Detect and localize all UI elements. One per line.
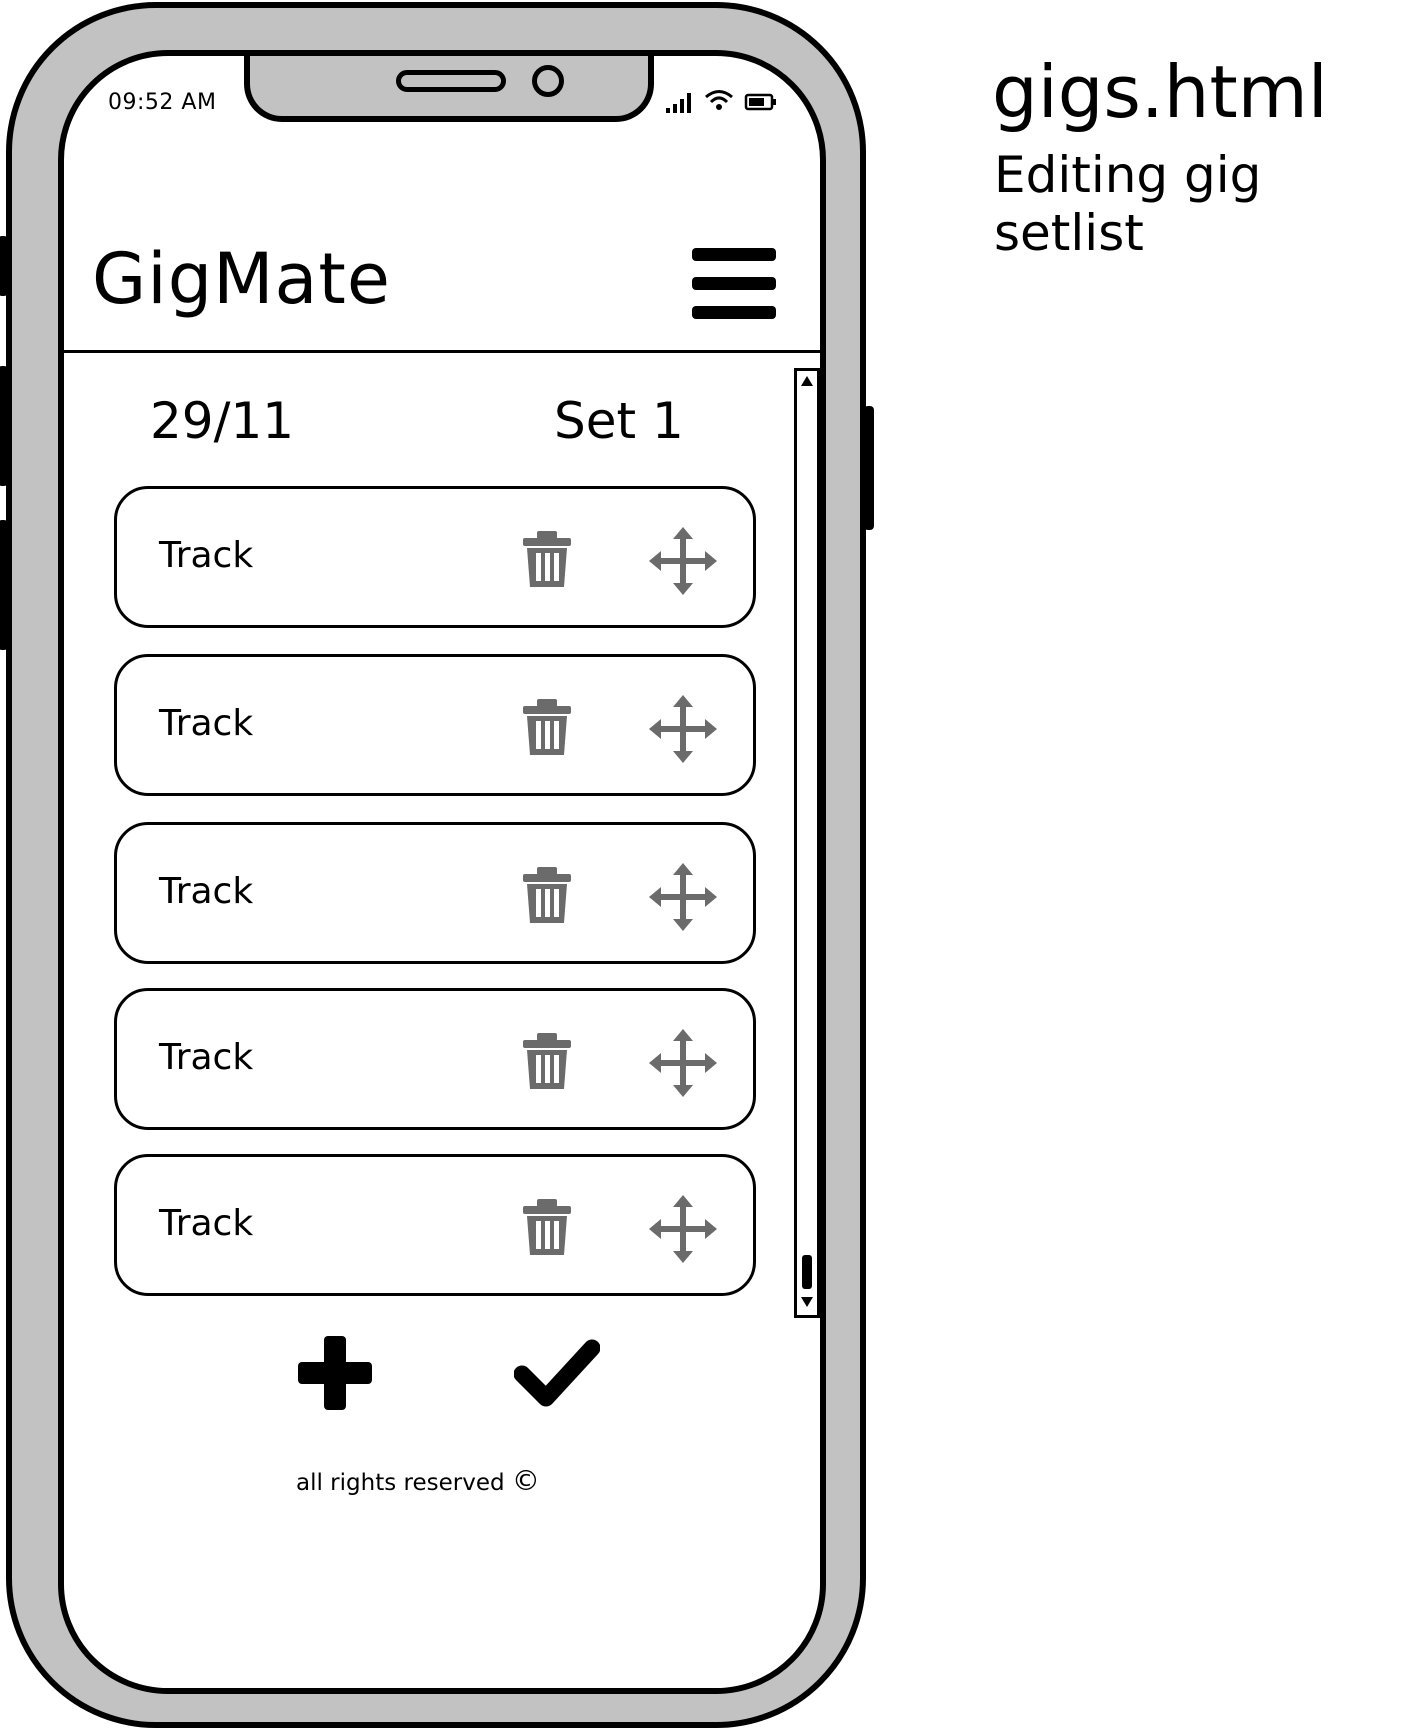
- hamburger-menu-icon[interactable]: [692, 248, 776, 320]
- track-card[interactable]: Track: [114, 988, 756, 1130]
- track-label: Track: [159, 1203, 254, 1244]
- track-label: Track: [159, 871, 254, 912]
- track-card[interactable]: Track: [114, 1154, 756, 1296]
- checkmark-icon[interactable]: [514, 1338, 600, 1408]
- move-icon[interactable]: [649, 527, 717, 595]
- gig-date: 29/11: [150, 392, 295, 450]
- move-icon[interactable]: [649, 863, 717, 931]
- phone-screen: 09:52 AM GigMate: [58, 50, 826, 1694]
- copyright-icon: ©: [511, 1464, 540, 1497]
- scroll-up-arrow-icon[interactable]: [800, 374, 814, 388]
- volume-up-button: [0, 366, 8, 486]
- signal-icon: [666, 93, 691, 113]
- track-card[interactable]: Track: [114, 654, 756, 796]
- trash-icon[interactable]: [521, 1197, 573, 1257]
- move-icon[interactable]: [649, 695, 717, 763]
- power-button: [864, 406, 874, 530]
- set-name: Set 1: [554, 392, 684, 450]
- track-card[interactable]: Track: [114, 486, 756, 628]
- speaker-grille: [396, 70, 506, 92]
- move-icon[interactable]: [649, 1195, 717, 1263]
- wifi-icon: [705, 90, 733, 110]
- phone-frame: 09:52 AM GigMate: [0, 2, 874, 1728]
- status-time: 09:52 AM: [108, 90, 217, 115]
- track-label: Track: [159, 1037, 254, 1078]
- plus-icon[interactable]: [296, 1334, 374, 1412]
- footer-label: all rights reserved: [296, 1470, 505, 1496]
- track-card[interactable]: Track: [114, 822, 756, 964]
- app-title: GigMate: [92, 238, 391, 320]
- footer-text: all rights reserved ©: [296, 1464, 540, 1497]
- track-label: Track: [159, 535, 254, 576]
- front-camera: [532, 65, 564, 97]
- volume-down-button: [0, 520, 8, 650]
- notch: [244, 56, 654, 122]
- trash-icon[interactable]: [521, 1031, 573, 1091]
- mute-switch: [0, 236, 8, 296]
- annotation-description: Editing gig setlist: [994, 146, 1262, 262]
- scrollbar[interactable]: [794, 368, 820, 1318]
- move-icon[interactable]: [649, 1029, 717, 1097]
- battery-icon: [744, 93, 776, 111]
- trash-icon[interactable]: [521, 529, 573, 589]
- trash-icon[interactable]: [521, 865, 573, 925]
- track-label: Track: [159, 703, 254, 744]
- scroll-down-arrow-icon[interactable]: [800, 1295, 814, 1309]
- trash-icon[interactable]: [521, 697, 573, 757]
- annotation-title: gigs.html: [992, 50, 1328, 134]
- header-divider: [64, 350, 820, 353]
- scroll-thumb[interactable]: [802, 1255, 812, 1289]
